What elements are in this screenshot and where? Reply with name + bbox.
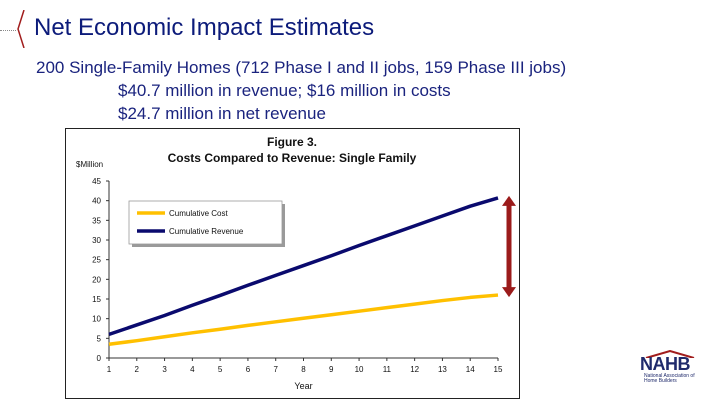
x-tick-label: 1 xyxy=(107,365,112,374)
x-tick-label: 14 xyxy=(466,365,475,374)
x-tick-label: 3 xyxy=(162,365,167,374)
y-tick-label: 15 xyxy=(92,295,101,304)
y-tick-label: 20 xyxy=(92,275,101,284)
chart-title: Figure 3. xyxy=(267,135,317,149)
y-tick-label: 0 xyxy=(97,354,102,363)
x-tick-label: 11 xyxy=(383,365,392,374)
chart-frame: Figure 3. Costs Compared to Revenue: Sing… xyxy=(65,128,520,399)
y-tick-label: 10 xyxy=(92,315,101,324)
x-tick-label: 5 xyxy=(218,365,223,374)
title-bracket-decoration xyxy=(17,10,25,48)
y-tick-label: 25 xyxy=(92,256,101,265)
nahb-logo: NAHB National Association of Home Builde… xyxy=(640,350,700,390)
house-roof-icon xyxy=(645,350,695,358)
x-tick-label: 2 xyxy=(135,365,140,374)
annotation-arrow-shaft xyxy=(506,203,512,290)
y-tick-label: 45 xyxy=(92,177,101,186)
annotation-arrow-head-up xyxy=(502,195,516,206)
x-tick-label: 9 xyxy=(329,365,334,374)
y-tick-label: 5 xyxy=(97,334,102,343)
legend-label: Cumulative Revenue xyxy=(169,227,244,236)
x-tick-label: 6 xyxy=(246,365,251,374)
legend-label: Cumulative Cost xyxy=(169,209,228,218)
x-tick-label: 8 xyxy=(301,365,306,374)
bullet-homes-jobs: 200 Single-Family Homes (712 Phase I and… xyxy=(36,58,567,77)
x-tick-label: 4 xyxy=(190,365,195,374)
x-tick-label: 7 xyxy=(273,365,278,374)
y-axis-label: $Million xyxy=(76,160,103,169)
annotation-arrow-head-down xyxy=(502,287,516,298)
y-tick-label: 40 xyxy=(92,197,101,206)
x-tick-label: 10 xyxy=(355,365,364,374)
y-tick-label: 30 xyxy=(92,236,101,245)
x-tick-label: 13 xyxy=(438,365,447,374)
series-line-cumulative-revenue xyxy=(108,196,499,337)
legend-box xyxy=(128,200,283,245)
x-tick-label: 12 xyxy=(410,365,419,374)
line-chart: Figure 3. Costs Compared to Revenue: Sing… xyxy=(76,135,516,391)
bullet-revenue-costs: $40.7 million in revenue; $16 million in… xyxy=(118,81,451,100)
series-line-cumulative-cost xyxy=(108,293,499,346)
decorative-dotted-line xyxy=(0,30,16,31)
chart-subtitle: Costs Compared to Revenue: Single Family xyxy=(168,151,417,165)
y-tick-label: 35 xyxy=(92,216,101,225)
bullet-net-revenue: $24.7 million in net revenue xyxy=(118,104,326,123)
x-axis-label: Year xyxy=(294,381,312,391)
slide-title: Net Economic Impact Estimates xyxy=(34,14,375,41)
logo-wordmark: NAHB xyxy=(640,354,691,374)
x-tick-label: 15 xyxy=(494,365,503,374)
logo-subtitle: National Association of Home Builders xyxy=(644,373,695,384)
